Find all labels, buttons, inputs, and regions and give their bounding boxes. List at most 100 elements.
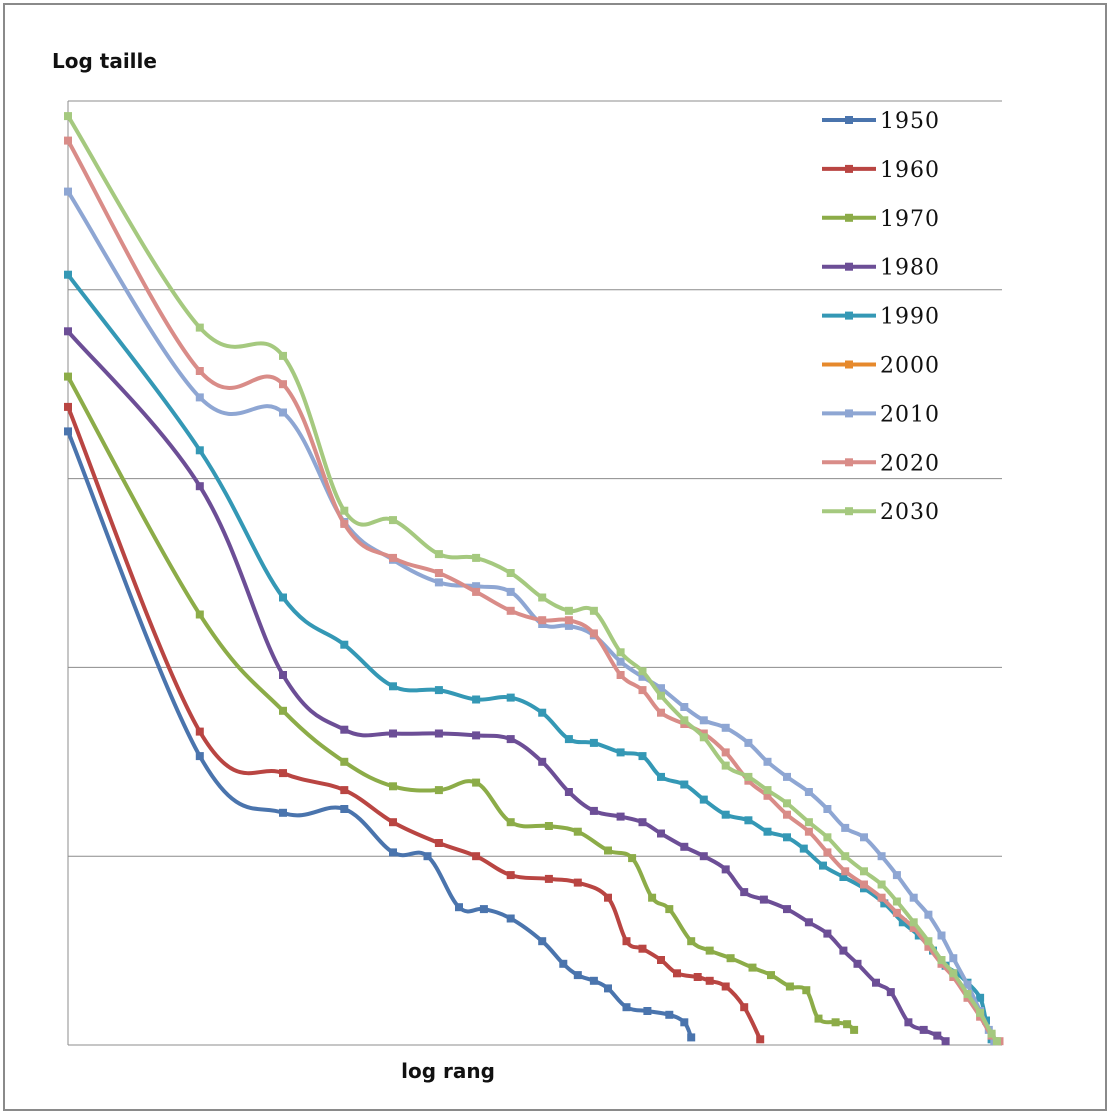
point-1960-3: [340, 786, 349, 795]
point-1990-19: [783, 833, 791, 842]
legend-item-1950: 1950: [822, 109, 940, 134]
point-2030-32: [987, 1029, 996, 1038]
point-1970-4: [389, 782, 397, 791]
point-2010-16: [721, 723, 730, 732]
point-2020-23: [860, 880, 868, 889]
series-1970: [64, 372, 859, 1034]
point-2030-15: [699, 733, 708, 742]
point-2010-28: [937, 931, 946, 940]
legend-label: 1950: [880, 109, 940, 134]
point-2020-21: [823, 848, 832, 857]
point-1990-4: [389, 682, 397, 691]
point-2020-26: [909, 923, 918, 932]
point-1980-12: [638, 818, 647, 827]
point-1990-15: [699, 795, 708, 804]
point-1970-22: [831, 1018, 840, 1027]
point-1960-8: [544, 874, 553, 883]
point-1970-8: [544, 822, 553, 830]
point-2030-4: [389, 516, 397, 525]
point-1990-5: [434, 686, 443, 695]
legend-label: 1990: [880, 305, 940, 330]
legend-swatch-marker: [845, 360, 853, 369]
point-2030-21: [823, 833, 832, 842]
point-2020-12: [638, 686, 647, 695]
point-1960-6: [472, 852, 481, 861]
point-2020-6: [472, 587, 481, 596]
point-1980-5: [434, 729, 443, 738]
point-1960-2: [279, 769, 287, 778]
point-2020-2: [279, 380, 287, 389]
point-1980-8: [538, 757, 547, 766]
point-1950-0: [64, 427, 72, 436]
point-1970-14: [687, 937, 696, 946]
point-1980-22: [839, 946, 848, 955]
point-1950-5: [423, 852, 432, 861]
point-2030-33: [992, 1037, 1001, 1046]
point-1950-16: [665, 1010, 674, 1019]
series-1960: [64, 402, 765, 1044]
point-2030-29: [949, 969, 958, 978]
point-1980-24: [872, 978, 880, 987]
point-1980-23: [853, 959, 862, 968]
point-1990-0: [64, 270, 72, 279]
point-2010-15: [699, 716, 708, 725]
point-1970-9: [573, 827, 582, 836]
point-1950-17: [680, 1018, 689, 1027]
point-1980-27: [919, 1025, 928, 1034]
point-2020-27: [924, 942, 933, 951]
point-1950-13: [604, 984, 612, 993]
point-1970-0: [64, 372, 72, 381]
legend-item-2020: 2020: [822, 451, 939, 476]
point-2030-17: [744, 772, 753, 781]
point-1960-7: [506, 871, 515, 880]
point-2020-10: [589, 629, 598, 638]
point-1970-5: [434, 786, 443, 795]
point-1990-25: [898, 918, 907, 927]
point-1980-21: [823, 929, 832, 938]
point-2020-3: [340, 519, 349, 528]
point-1970-18: [767, 971, 775, 980]
point-2030-2: [279, 351, 287, 360]
point-1990-21: [819, 861, 827, 870]
point-2030-16: [721, 761, 730, 770]
point-2010-24: [877, 852, 886, 861]
legend-item-2000: 2000: [822, 354, 940, 379]
point-1980-28: [933, 1031, 942, 1040]
legend-swatch-marker: [845, 311, 853, 320]
point-2010-22: [841, 823, 850, 832]
legend-label: 2000: [880, 354, 940, 379]
point-2020-19: [783, 810, 791, 819]
point-1990-3: [340, 640, 349, 649]
point-2020-24: [877, 893, 886, 902]
point-2020-11: [616, 671, 625, 679]
point-1980-14: [680, 842, 689, 851]
point-1960-4: [389, 818, 397, 827]
legend-item-1980: 1980: [822, 256, 939, 281]
point-2010-0: [64, 187, 72, 196]
point-1980-11: [616, 812, 625, 821]
point-1960-5: [434, 839, 443, 847]
point-1950-1: [195, 752, 204, 761]
point-1970-2: [279, 706, 287, 715]
legend-swatch-marker: [845, 213, 853, 222]
point-1980-2: [279, 671, 287, 679]
point-1970-10: [604, 846, 612, 855]
legend-label: 1970: [880, 207, 940, 232]
point-1970-23: [843, 1020, 852, 1029]
point-1960-15: [693, 973, 702, 981]
point-1980-19: [783, 905, 791, 914]
point-1960-10: [604, 893, 612, 902]
point-1960-14: [673, 969, 681, 978]
point-2010-12: [638, 672, 647, 681]
point-2010-20: [804, 788, 813, 796]
legend-swatch-marker: [845, 507, 853, 516]
point-1990-17: [744, 816, 753, 825]
series-1980: [64, 327, 950, 1046]
point-1980-29: [941, 1037, 950, 1046]
point-2020-9: [564, 616, 573, 625]
point-1950-6: [455, 903, 463, 912]
point-1980-6: [472, 731, 481, 740]
point-1980-13: [657, 829, 665, 838]
point-2020-4: [389, 553, 397, 562]
